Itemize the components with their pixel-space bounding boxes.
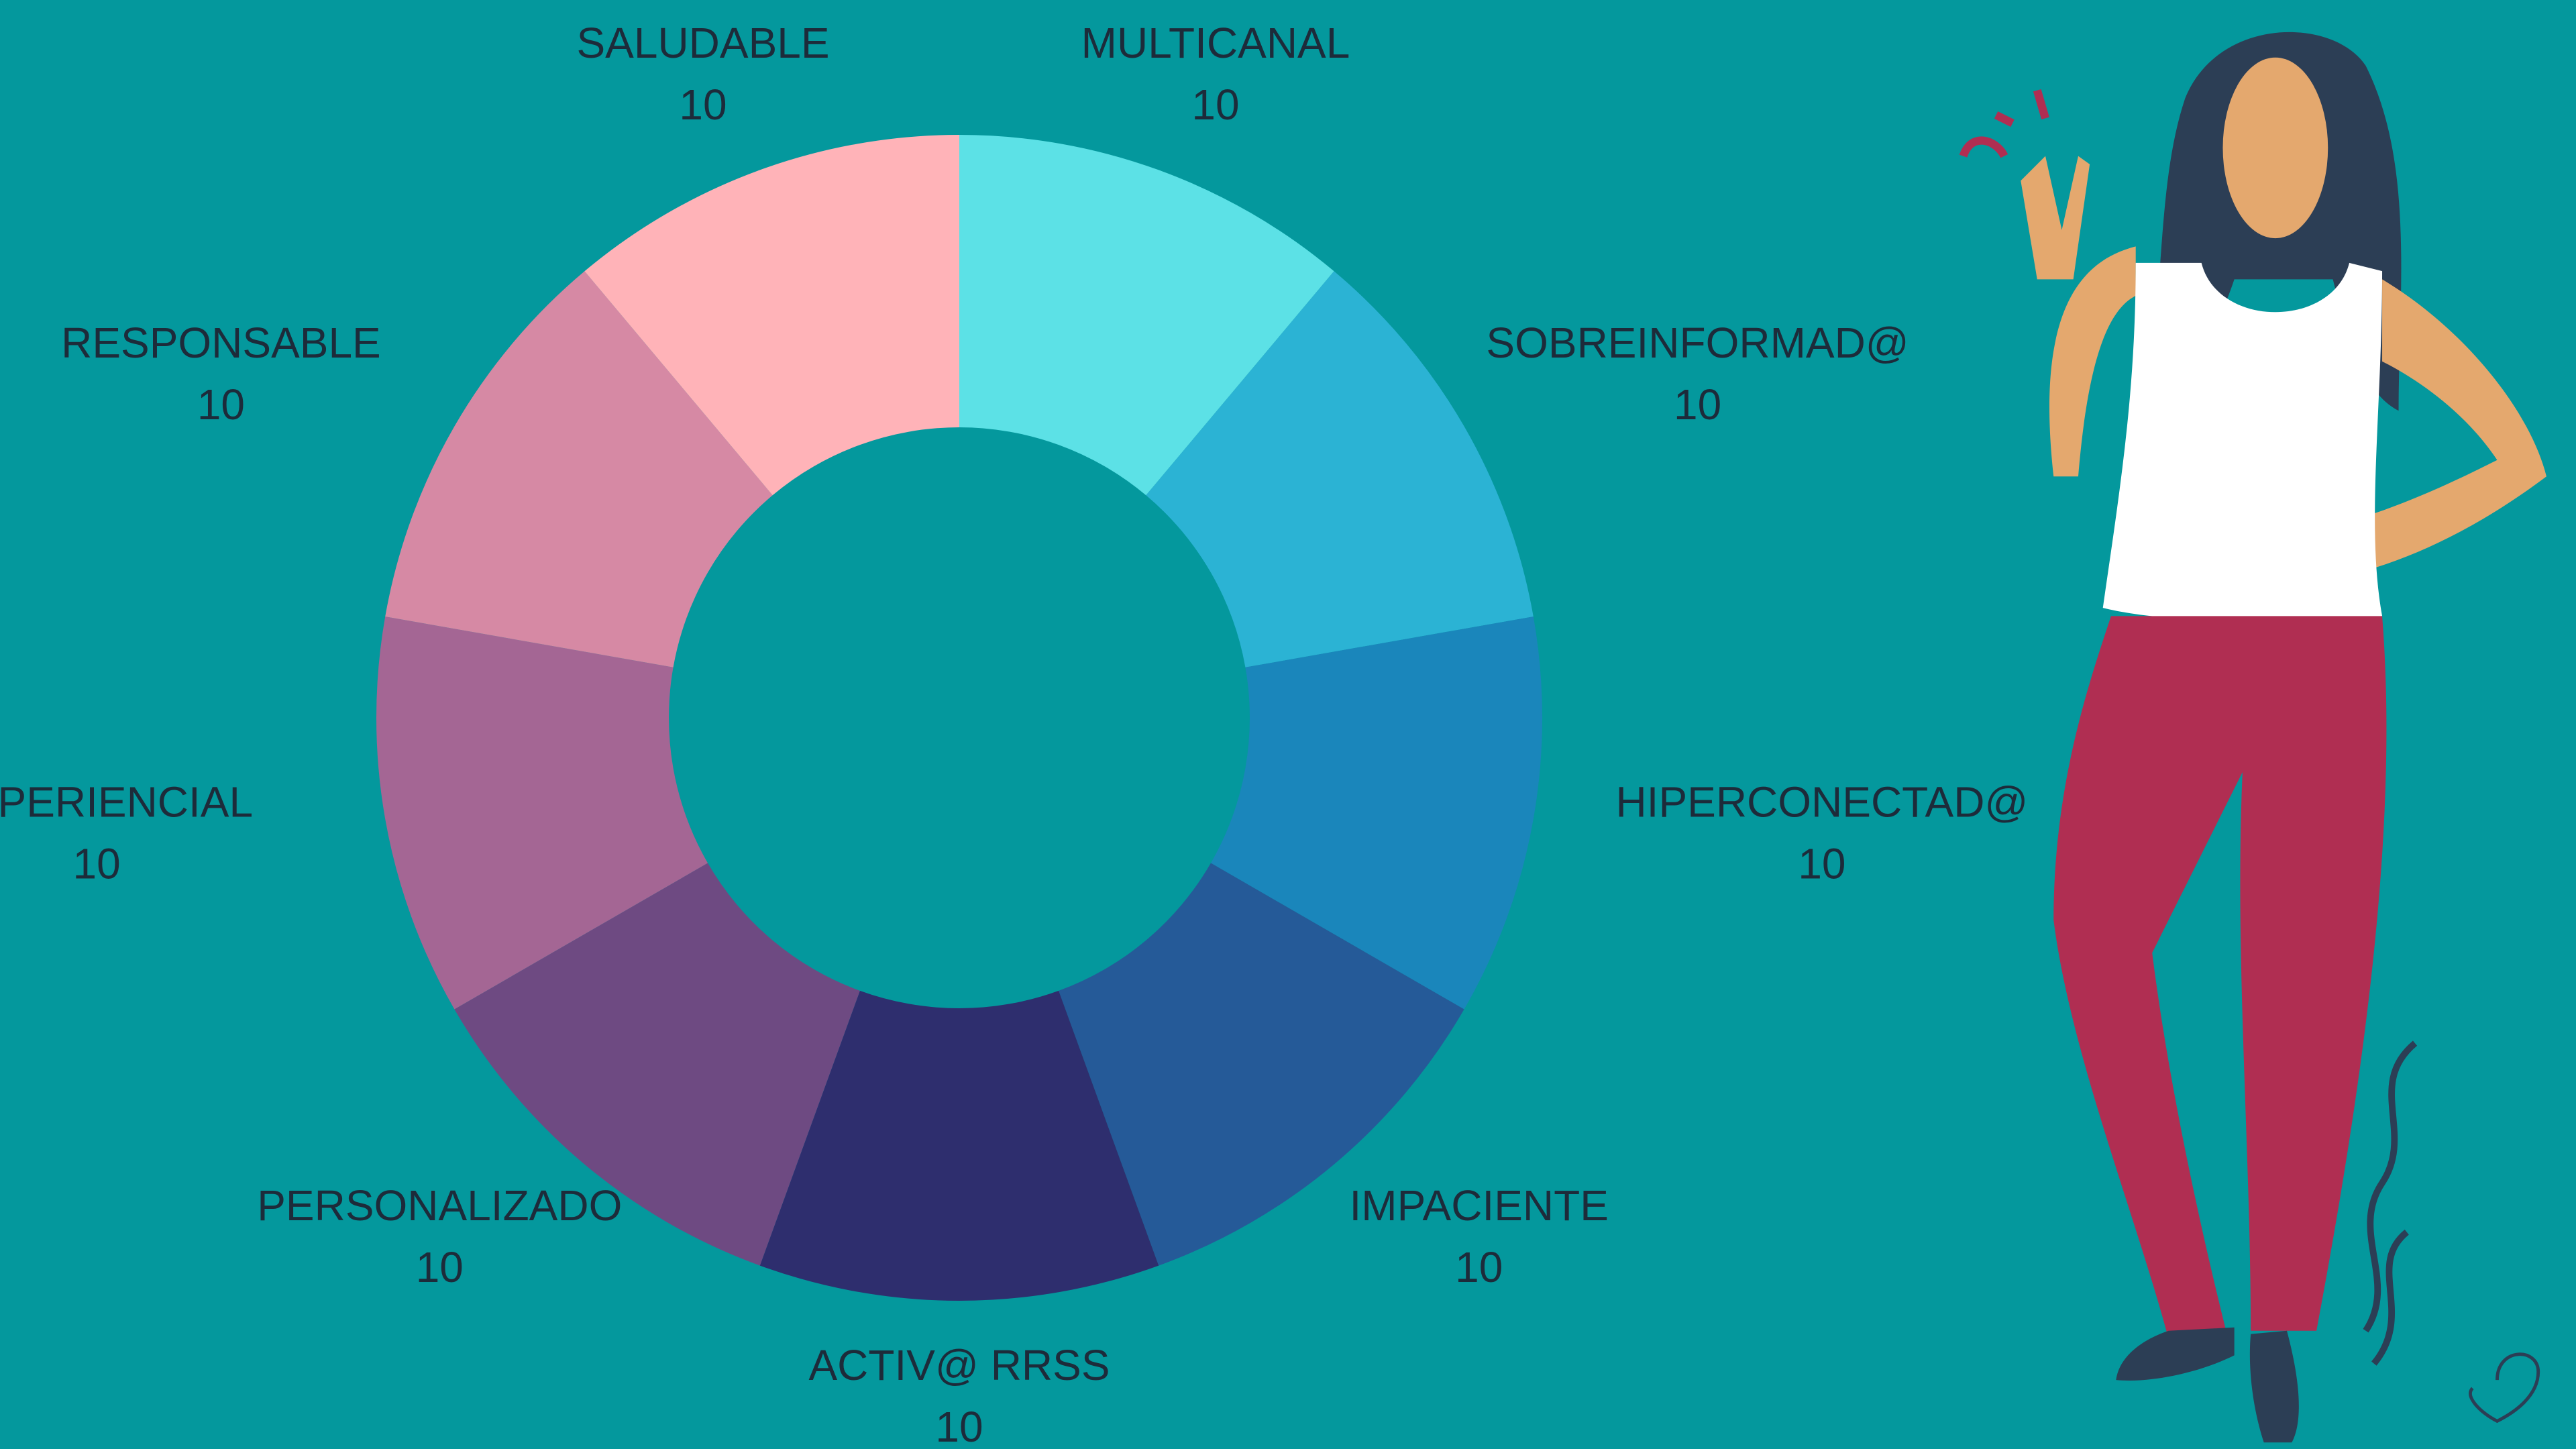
value-label: 10	[416, 1243, 464, 1291]
category-label: PERSONALIZADO	[257, 1181, 622, 1230]
value-label: 10	[1798, 839, 1845, 888]
value-label: 10	[197, 380, 245, 429]
face	[2222, 58, 2328, 238]
top	[2103, 263, 2382, 622]
value-label: 10	[72, 839, 120, 888]
category-label: SALUDABLE	[576, 19, 829, 67]
category-label: IMPACIENTE	[1350, 1181, 1609, 1230]
category-label: SOBREINFORMAD@	[1486, 319, 1909, 367]
category-label: EXPERIENCIAL	[0, 777, 253, 826]
page: {"chart_data": {"type": "donut", "catego…	[0, 0, 2576, 1449]
category-label: MULTICANAL	[1081, 19, 1350, 67]
value-label: 10	[935, 1403, 983, 1449]
category-label: HIPERCONECTAD@	[1615, 777, 2028, 826]
value-label: 10	[1674, 380, 1721, 429]
value-label: 10	[1455, 1243, 1503, 1291]
value-label: 10	[1191, 80, 1239, 129]
chart: MULTICANAL 10 SOBREINFORMAD@ 10 HIPERCONECTA…	[0, 0, 2576, 1449]
category-label: ACTIV@ RRSS	[808, 1341, 1110, 1389]
value-label: 10	[679, 80, 727, 129]
category-label: RESPONSABLE	[61, 319, 381, 367]
